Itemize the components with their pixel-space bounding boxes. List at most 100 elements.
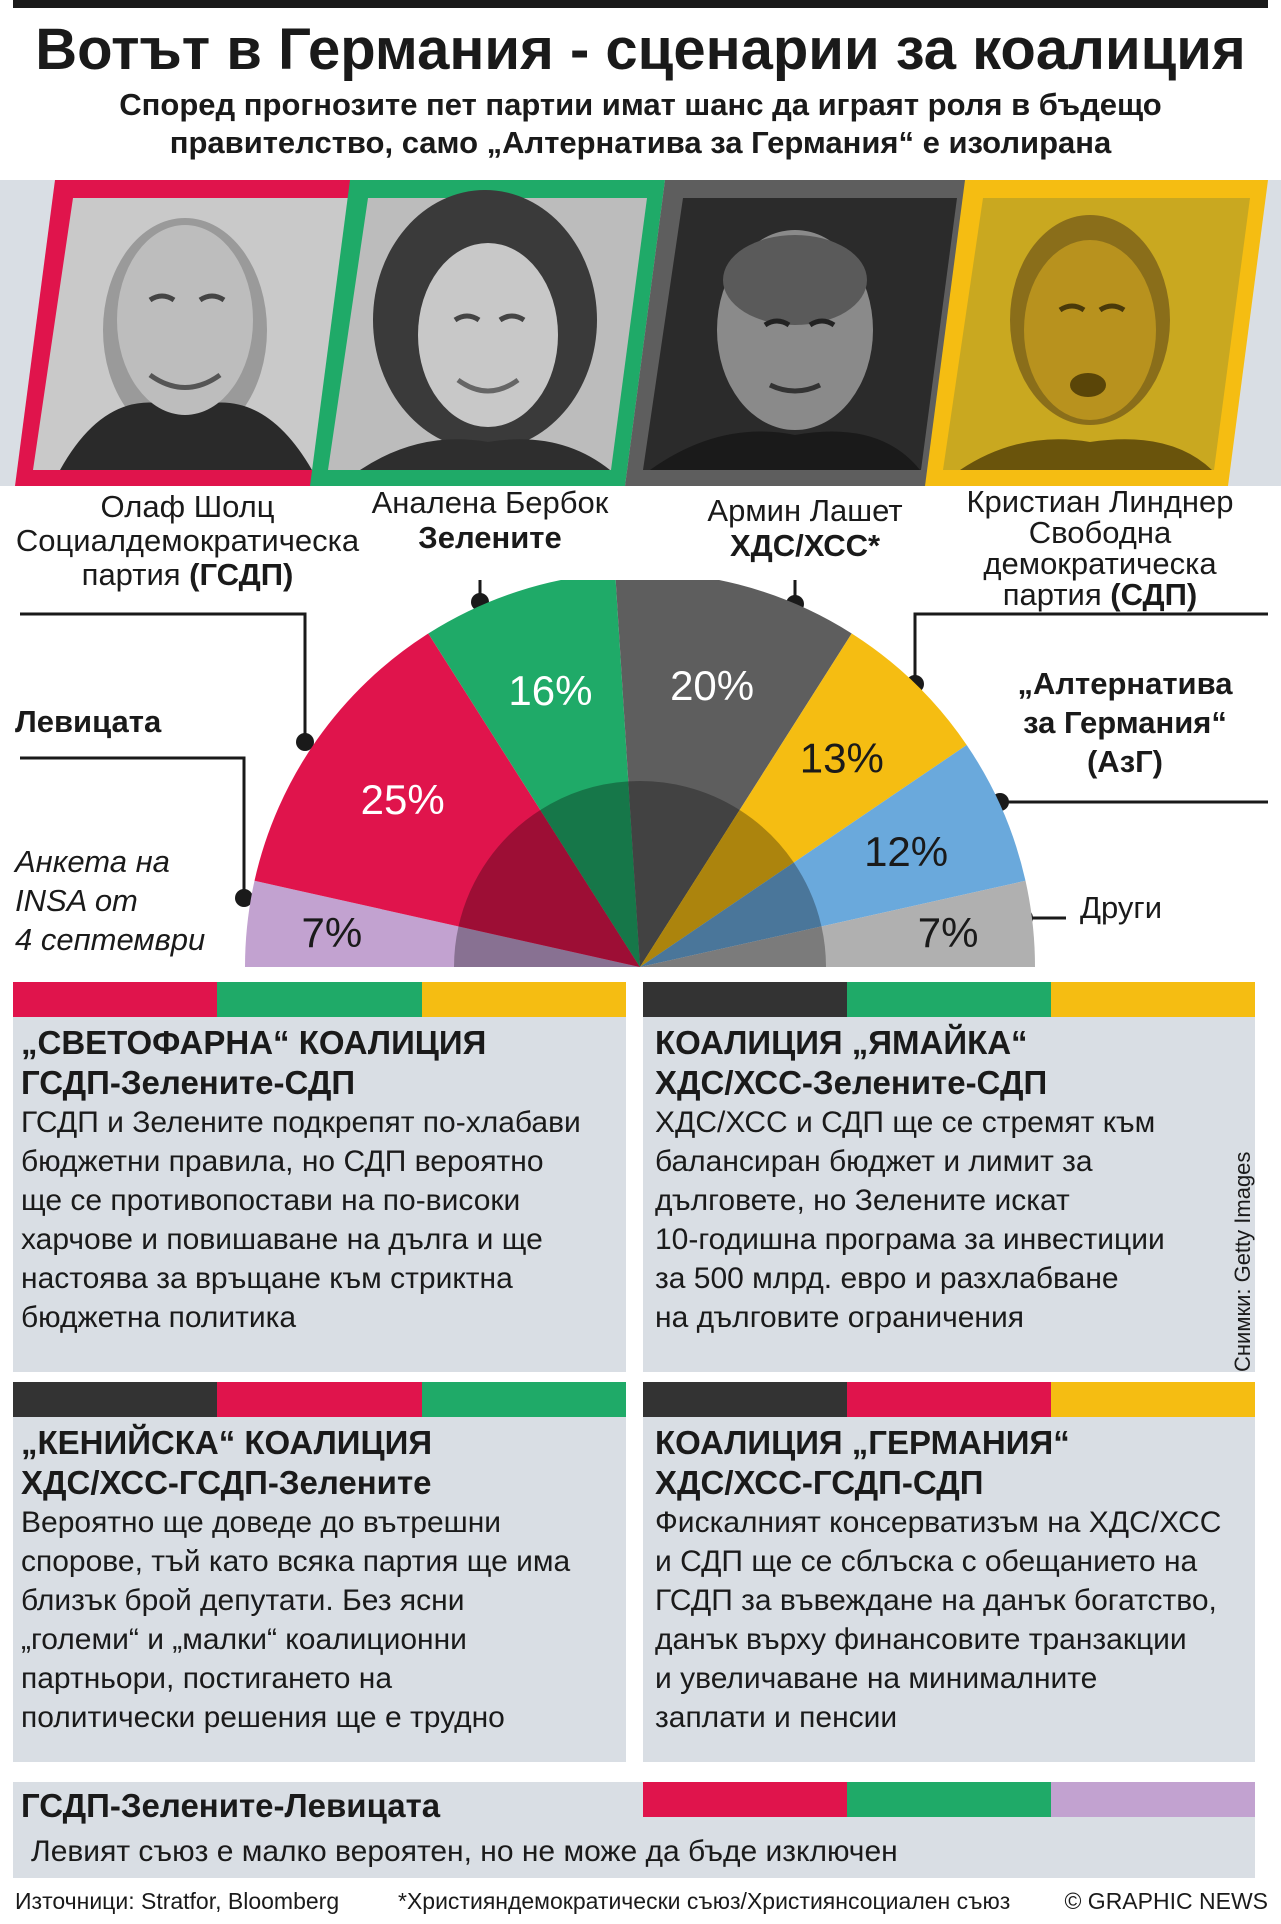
stripe-segment	[1051, 1382, 1255, 1417]
stripe-segment	[847, 982, 1051, 1017]
card-subtitle: ХДС/ХСС-ГСДП-Зелените	[21, 1464, 432, 1501]
stripe-segment	[643, 982, 847, 1017]
card-body: ГСДП и Зелените подкрепят по-хлабави бюдж…	[21, 1106, 581, 1334]
label-cdu: 20%	[670, 662, 754, 709]
card-stripe	[13, 1382, 626, 1417]
coalition-card-germany: КОАЛИЦИЯ „ГЕРМАНИЯ“ ХДС/ХСС-ГСДП-СДП Фис…	[643, 1382, 1255, 1762]
wedge-core-greens	[540, 781, 640, 967]
photo-baerbock	[310, 180, 665, 486]
stripe-segment	[421, 982, 626, 1017]
candidate-party: ХДС/ХСС*	[729, 528, 881, 563]
card-stripe	[13, 982, 626, 1017]
card-title: „КЕНИЙСКА“ КОАЛИЦИЯ	[21, 1424, 433, 1461]
wedge-core-spd	[458, 810, 640, 967]
stripe-segment	[217, 1382, 422, 1417]
wedge-core-left	[454, 926, 640, 967]
card-title: КОАЛИЦИЯ „ГЕРМАНИЯ“	[655, 1424, 1070, 1461]
candidate-scholz: Олаф Шолц Социалдемократическа партия (Г…	[0, 490, 375, 592]
photo-lindner	[925, 180, 1268, 486]
leader-fdp	[913, 612, 1268, 684]
stripe-segment	[217, 982, 422, 1017]
coalition-card-left-union: ГСДП-Зелените-Левицата Левият съюз е мал…	[13, 1782, 1255, 1878]
stripe-segment	[847, 1382, 1051, 1417]
label-spd: 25%	[361, 776, 445, 823]
wedge-core-afd	[640, 862, 822, 967]
candidate-baerbock: Аналена Бербок Зелените	[345, 486, 635, 556]
poll-line-3: 4 септември	[15, 922, 206, 957]
photo-scholz	[15, 180, 370, 486]
afd-line-2: за Германия“	[1023, 705, 1227, 740]
card-title: ГСДП-Зелените-Левицата	[21, 1787, 441, 1824]
wedge-core-fdp	[640, 810, 794, 967]
poll-note: Анкета на INSA от 4 септември	[15, 842, 205, 959]
seat-chart: 7% 25% 16% 20% 13% 12% 7%	[20, 580, 1268, 967]
page-title: Вотът в Германия - сценарии за коалиция	[35, 17, 1246, 82]
subtitle-line-1: Според прогнозите пет партии имат шанс д…	[119, 87, 1162, 122]
seat-labels: 7% 25% 16% 20% 13% 12% 7%	[302, 662, 979, 956]
leader-dot-left	[235, 889, 253, 907]
footer-copyright: © GRAPHIC NEWS	[1064, 1888, 1268, 1914]
leader-spd	[20, 612, 307, 742]
card-stripe	[643, 1382, 1255, 1417]
afd-line-1: „Алтернатива	[1017, 666, 1233, 701]
candidate-name: Олаф Шолц	[100, 489, 275, 524]
card-stripe	[643, 1782, 1255, 1817]
candidate-photos	[0, 180, 1281, 486]
photo-credit: Снимки: Getty Images	[1230, 1151, 1255, 1372]
label-afd: „Алтернатива за Германия“ (АзГ)	[980, 664, 1270, 781]
candidate-lindner: Кристиан Линднер Свободна демократическа…	[935, 486, 1265, 610]
subtitle-line-2: правителство, само „Алтернатива за Герма…	[169, 125, 1112, 160]
candidate-party-2: демократическа	[983, 546, 1217, 581]
wedge-core-cdu	[628, 781, 740, 967]
card-stripe	[643, 982, 1255, 1017]
leader-left	[20, 756, 246, 898]
card-body: Левият съюз е малко вероятен, но не може…	[31, 1835, 898, 1868]
stripe-segment	[1051, 1782, 1255, 1817]
stripe-segment	[1051, 982, 1255, 1017]
poll-line-2: INSA от	[15, 883, 138, 918]
label-others: Други	[1080, 890, 1163, 925]
leader-dot-spd	[296, 733, 314, 751]
stripe-segment	[13, 1382, 218, 1417]
label-left: 7%	[302, 909, 363, 956]
card-body: Фискалният консерватизъм на ХДС/ХСС и СДП…	[655, 1506, 1222, 1734]
card-subtitle: ГСДП-Зелените-СДП	[21, 1064, 356, 1101]
poll-line-1: Анкета на	[15, 844, 170, 879]
card-body: ХДС/ХСС и СДП ще се стремят към балансира…	[655, 1106, 1165, 1334]
label-greens: 16%	[508, 667, 592, 714]
coalition-card-jamaica: КОАЛИЦИЯ „ЯМАЙКА“ ХДС/ХСС-Зелените-СДП Х…	[643, 982, 1255, 1372]
coalition-card-kenya: „КЕНИЙСКА“ КОАЛИЦИЯ ХДС/ХСС-ГСДП-Зеленит…	[13, 1382, 626, 1762]
candidate-name: Аналена Бербок	[371, 485, 609, 520]
stripe-segment	[13, 982, 218, 1017]
label-afd: 12%	[864, 828, 948, 875]
card-title: КОАЛИЦИЯ „ЯМАЙКА“	[655, 1024, 1028, 1061]
candidate-party-abbr: партия (ГСДП)	[81, 557, 294, 592]
stripe-segment	[421, 1382, 626, 1417]
candidate-party: Социалдемократическа	[15, 523, 360, 558]
stripe-segment	[643, 1782, 847, 1817]
label-fdp: 13%	[800, 735, 884, 782]
label-left-party: Левицата	[15, 704, 162, 739]
coalition-card-traffic-light: „СВЕТОФАРНА“ КОАЛИЦИЯ ГСДП-Зелените-СДП …	[13, 982, 626, 1372]
seat-wedges	[245, 580, 1035, 967]
footer-footnote: *Християндемократически съюз/Християнсоц…	[398, 1888, 1011, 1914]
candidate-name: Армин Лашет	[707, 493, 903, 528]
candidate-name: Кристиан Линднер	[966, 484, 1234, 519]
stripe-segment	[847, 1782, 1051, 1817]
candidate-party: Свободна	[1028, 515, 1172, 550]
afd-line-3: (АзГ)	[1086, 744, 1164, 779]
candidate-party-abbr: партия (СДП)	[1002, 577, 1198, 612]
page-subtitle: Според прогнозите пет партии имат шанс д…	[13, 86, 1268, 162]
candidate-party: Зелените	[418, 520, 562, 555]
card-body: Вероятно ще доведе до вътрешни спорове, т…	[21, 1506, 571, 1734]
card-subtitle: ХДС/ХСС-ГСДП-СДП	[655, 1464, 984, 1501]
card-title: „СВЕТОФАРНА“ КОАЛИЦИЯ	[21, 1024, 487, 1061]
label-others: 7%	[918, 909, 979, 956]
footer-sources: Източници: Stratfor, Bloomberg	[15, 1888, 340, 1914]
top-rule	[13, 0, 1268, 8]
stripe-segment	[643, 1382, 847, 1417]
candidate-laschet: Армин Лашет ХДС/ХСС*	[660, 494, 950, 564]
wedge-core-others	[640, 926, 826, 967]
photo-laschet	[625, 180, 975, 486]
card-subtitle: ХДС/ХСС-Зелените-СДП	[655, 1064, 1048, 1101]
